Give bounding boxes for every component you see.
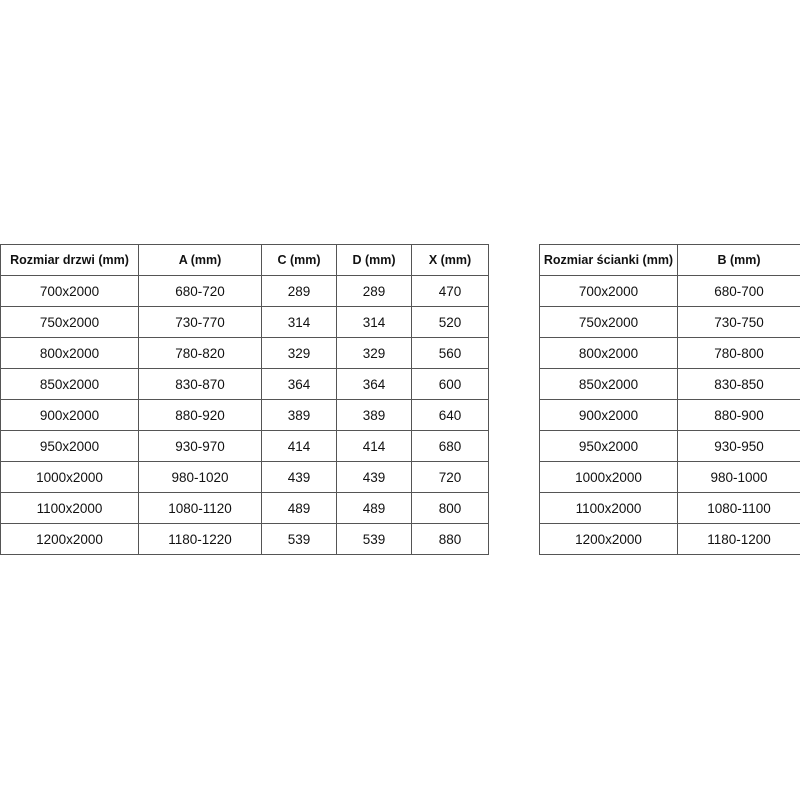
column-header: Rozmiar drzwi (mm): [0, 244, 139, 276]
table-cell: 830-850: [677, 368, 800, 400]
table-cell: 389: [336, 399, 412, 431]
table-row: 900x2000 880-920 389 389 640: [0, 399, 489, 431]
table-row: 1000x2000 980-1020 439 439 720: [0, 461, 489, 493]
table-cell: 1180-1200: [677, 523, 800, 555]
table-cell: 880: [411, 523, 489, 555]
table-cell: 680-720: [138, 275, 262, 307]
table-cell: 900x2000: [539, 399, 678, 431]
table-cell: 850x2000: [0, 368, 139, 400]
table-cell: 1200x2000: [0, 523, 139, 555]
table-cell: 289: [261, 275, 337, 307]
table-cell: 1200x2000: [539, 523, 678, 555]
table-cell: 700x2000: [0, 275, 139, 307]
table-cell: 314: [261, 306, 337, 338]
table-row: 800x2000 780-820 329 329 560: [0, 337, 489, 369]
table-header-row: Rozmiar ścianki (mm) B (mm): [539, 244, 800, 276]
table-cell: 720: [411, 461, 489, 493]
table-row: 700x2000 680-700: [539, 275, 800, 307]
table-cell: 780-800: [677, 337, 800, 369]
table-cell: 470: [411, 275, 489, 307]
table-cell: 880-900: [677, 399, 800, 431]
column-header: A (mm): [138, 244, 262, 276]
table-cell: 1080-1100: [677, 492, 800, 524]
table-cell: 539: [336, 523, 412, 555]
table-cell: 560: [411, 337, 489, 369]
table-cell: 1000x2000: [0, 461, 139, 493]
table-cell: 800x2000: [0, 337, 139, 369]
table-header-row: Rozmiar drzwi (mm) A (mm) C (mm) D (mm) X (m…: [0, 244, 489, 276]
column-header: B (mm): [677, 244, 800, 276]
table-row: 950x2000 930-970 414 414 680: [0, 430, 489, 462]
table-cell: 930-970: [138, 430, 262, 462]
table-cell: 830-870: [138, 368, 262, 400]
table-row: 750x2000 730-750: [539, 306, 800, 338]
column-header: D (mm): [336, 244, 412, 276]
table-cell: 600: [411, 368, 489, 400]
table-row: 1100x2000 1080-1120 489 489 800: [0, 492, 489, 524]
table-cell: 439: [336, 461, 412, 493]
table-cell: 329: [336, 337, 412, 369]
table-cell: 800: [411, 492, 489, 524]
table-cell: 489: [261, 492, 337, 524]
table-cell: 700x2000: [539, 275, 678, 307]
column-header: Rozmiar ścianki (mm): [539, 244, 678, 276]
table-row: 1200x2000 1180-1220 539 539 880: [0, 523, 489, 555]
table-cell: 980-1020: [138, 461, 262, 493]
table-cell: 314: [336, 306, 412, 338]
table-cell: 640: [411, 399, 489, 431]
table-cell: 414: [336, 430, 412, 462]
table-cell: 900x2000: [0, 399, 139, 431]
table-cell: 880-920: [138, 399, 262, 431]
table-cell: 730-770: [138, 306, 262, 338]
table-row: 1200x2000 1180-1200: [539, 523, 800, 555]
table-cell: 489: [336, 492, 412, 524]
table-row: 850x2000 830-850: [539, 368, 800, 400]
table-cell: 680-700: [677, 275, 800, 307]
table-cell: 800x2000: [539, 337, 678, 369]
table-cell: 439: [261, 461, 337, 493]
table-cell: 1080-1120: [138, 492, 262, 524]
table-cell: 1100x2000: [539, 492, 678, 524]
table-row: 900x2000 880-900: [539, 399, 800, 431]
table-cell: 1000x2000: [539, 461, 678, 493]
table-cell: 950x2000: [539, 430, 678, 462]
table-cell: 364: [336, 368, 412, 400]
table-cell: 930-950: [677, 430, 800, 462]
table-cell: 980-1000: [677, 461, 800, 493]
table-cell: 520: [411, 306, 489, 338]
table-cell: 730-750: [677, 306, 800, 338]
table-row: 1000x2000 980-1000: [539, 461, 800, 493]
table-cell: 289: [336, 275, 412, 307]
table-cell: 1180-1220: [138, 523, 262, 555]
table-cell: 539: [261, 523, 337, 555]
table-cell: 950x2000: [0, 430, 139, 462]
table-cell: 850x2000: [539, 368, 678, 400]
table-row: 700x2000 680-720 289 289 470: [0, 275, 489, 307]
door-size-table: Rozmiar drzwi (mm) A (mm) C (mm) D (mm) X (m…: [0, 244, 489, 555]
table-cell: 414: [261, 430, 337, 462]
table-cell: 389: [261, 399, 337, 431]
table-row: 950x2000 930-950: [539, 430, 800, 462]
wall-size-table: Rozmiar ścianki (mm) B (mm) 700x2000 680-7…: [539, 244, 800, 555]
table-cell: 329: [261, 337, 337, 369]
table-row: 850x2000 830-870 364 364 600: [0, 368, 489, 400]
table-row: 800x2000 780-800: [539, 337, 800, 369]
table-cell: 680: [411, 430, 489, 462]
table-cell: 364: [261, 368, 337, 400]
column-header: C (mm): [261, 244, 337, 276]
table-row: 750x2000 730-770 314 314 520: [0, 306, 489, 338]
column-header: X (mm): [411, 244, 489, 276]
table-cell: 750x2000: [539, 306, 678, 338]
table-cell: 780-820: [138, 337, 262, 369]
table-cell: 750x2000: [0, 306, 139, 338]
table-row: 1100x2000 1080-1100: [539, 492, 800, 524]
table-cell: 1100x2000: [0, 492, 139, 524]
